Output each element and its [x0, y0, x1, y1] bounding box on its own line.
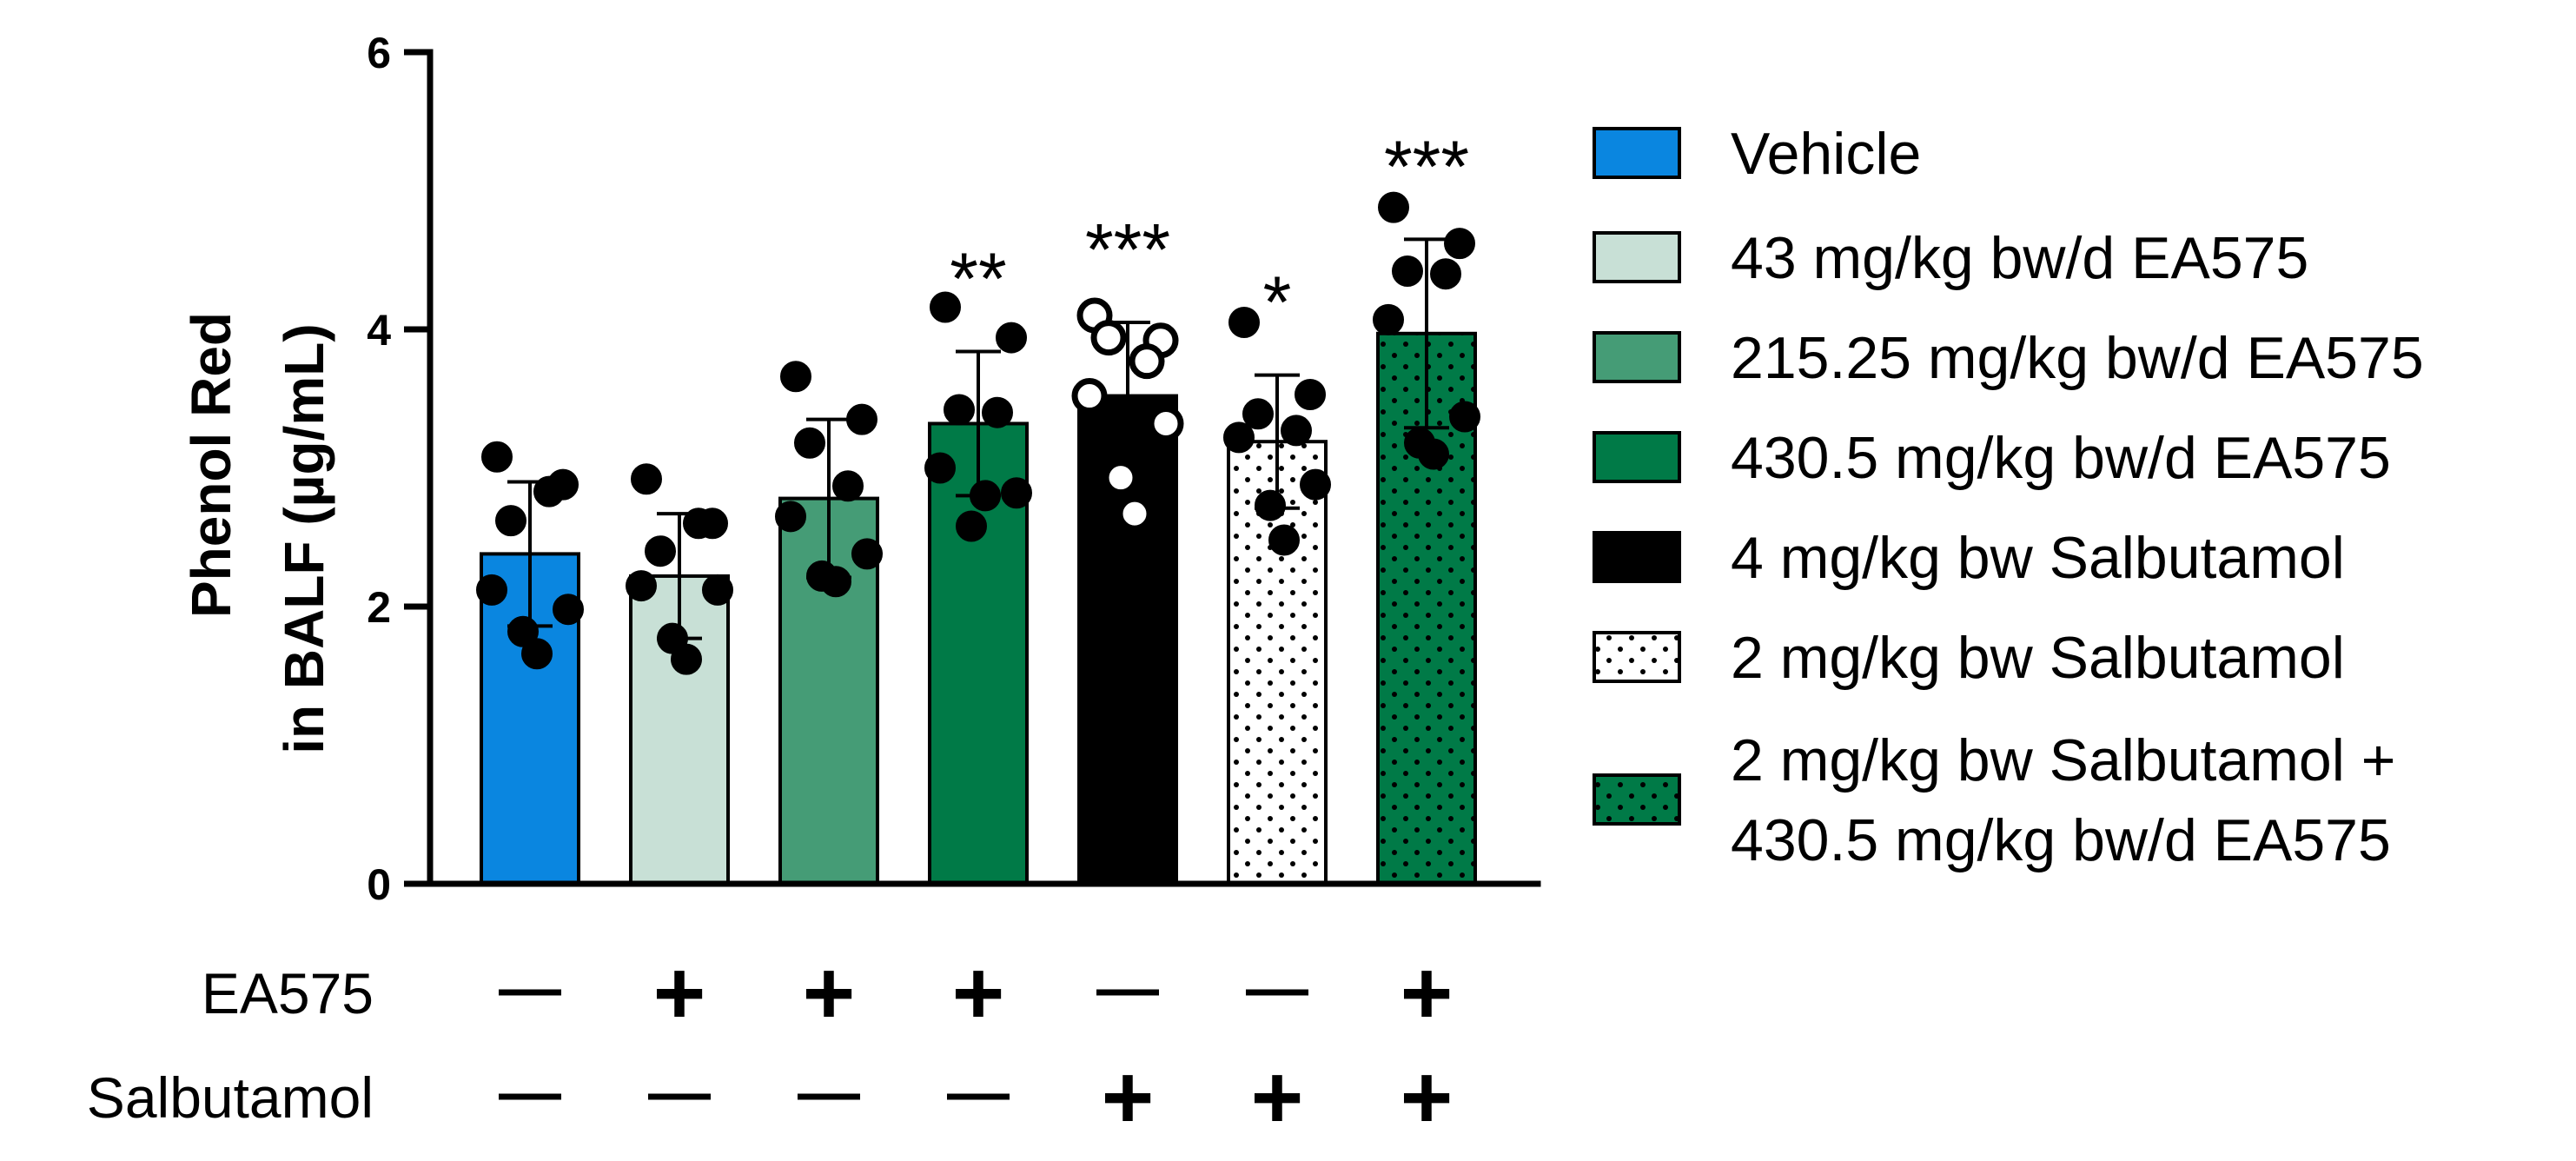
legend-label-2: 43 mg/kg bw/d EA575: [1731, 225, 2308, 291]
data-point: [553, 594, 584, 626]
legend-label-5: 4 mg/kg bw Salbutamol: [1731, 525, 2345, 591]
legend-swatch-3: [1593, 331, 1681, 383]
data-point: [495, 505, 526, 537]
significance-marker-5: ***: [1085, 209, 1170, 290]
y-tick-label-4: 4: [367, 306, 391, 355]
data-point: [1103, 460, 1139, 496]
data-point: [794, 427, 825, 459]
data-point: [930, 291, 961, 323]
data-point: [846, 403, 877, 435]
legend-label-1: Vehicle: [1731, 121, 1921, 187]
y-axis-label-line-2: in BALF (µg/mL): [273, 323, 335, 753]
data-point: [970, 480, 1001, 512]
legend: Vehicle 43 mg/kg bw/d EA575 215.25 mg/kg b…: [1593, 121, 2424, 873]
treatment-plus: +: [653, 943, 706, 1044]
legend-swatch-7: [1593, 773, 1681, 826]
data-point: [1281, 415, 1312, 447]
data-point: [1223, 421, 1255, 454]
data-point: [533, 475, 565, 508]
significance-marker-4: **: [950, 238, 1006, 320]
data-point: [1392, 255, 1423, 288]
data-point: [507, 615, 539, 647]
data-point: [1418, 438, 1449, 470]
legend-label-4: 430.5 mg/kg bw/d EA575: [1731, 425, 2391, 491]
treatment-row-label-2: Salbutamol: [87, 1065, 374, 1130]
data-point: [702, 574, 733, 606]
data-point: [1373, 303, 1404, 335]
data-point: [631, 463, 662, 495]
treatment-plus: +: [1251, 1047, 1304, 1148]
legend-label-3: 215.25 mg/kg bw/d EA575: [1731, 325, 2424, 391]
data-point: [1116, 495, 1153, 532]
data-point: [671, 643, 702, 675]
y-axis-label: Phenol Red in BALF (µg/mL): [180, 312, 335, 754]
legend-swatch-6: [1593, 631, 1681, 683]
data-point: [1295, 378, 1326, 410]
data-point: [645, 535, 676, 567]
data-point: [982, 396, 1013, 428]
data-point: [820, 566, 851, 598]
y-tick-label-2: 2: [367, 583, 391, 632]
data-point: [521, 638, 553, 670]
legend-swatch-1: [1593, 127, 1681, 179]
data-point: [1255, 489, 1286, 521]
treatment-plus: +: [1401, 1047, 1454, 1148]
data-point: [832, 470, 864, 502]
data-point: [944, 394, 975, 426]
significance-marker-7: ***: [1384, 125, 1469, 207]
data-point: [1242, 398, 1274, 430]
treatment-table: EA575 + + + +Salbutamol + + +: [87, 943, 1454, 1148]
data-point: [1148, 405, 1184, 441]
data-point: [1071, 378, 1108, 415]
data-point: [1090, 320, 1127, 356]
y-tick-label-6: 6: [367, 29, 391, 77]
data-point: [1129, 343, 1165, 380]
data-point: [1430, 258, 1461, 290]
legend-swatch-2: [1593, 231, 1681, 283]
y-axis-label-line-1: Phenol Red: [180, 312, 242, 618]
treatment-plus: +: [1401, 943, 1454, 1044]
data-point: [1001, 477, 1032, 509]
legend-label-7: 430.5 mg/kg bw/d EA575: [1731, 807, 2391, 873]
legend-swatch-4: [1593, 431, 1681, 483]
y-tick-label-0: 0: [367, 860, 391, 909]
data-point: [780, 361, 811, 393]
significance-marker-6: *: [1263, 262, 1292, 343]
data-point: [996, 322, 1027, 354]
legend-label-7: 2 mg/kg bw Salbutamol +: [1731, 727, 2395, 793]
data-point: [1449, 401, 1480, 433]
data-point: [956, 510, 987, 542]
data-point: [476, 574, 507, 606]
data-point: [1300, 468, 1331, 501]
data-point: [851, 538, 883, 570]
treatment-plus: +: [803, 943, 856, 1044]
data-point: [1444, 228, 1475, 260]
data-point: [1378, 191, 1409, 223]
error-bar-7: [1404, 237, 1449, 430]
legend-label-6: 2 mg/kg bw Salbutamol: [1731, 625, 2345, 691]
data-point: [683, 508, 714, 540]
data-point: [1268, 524, 1300, 556]
data-point: [924, 452, 956, 484]
treatment-plus: +: [1102, 1047, 1155, 1148]
data-point: [775, 501, 806, 533]
treatment-plus: +: [952, 943, 1005, 1044]
data-point: [481, 441, 513, 473]
data-point: [1228, 307, 1260, 339]
data-point: [626, 570, 657, 602]
legend-swatch-5: [1593, 531, 1681, 583]
treatment-row-label-1: EA575: [202, 961, 374, 1025]
